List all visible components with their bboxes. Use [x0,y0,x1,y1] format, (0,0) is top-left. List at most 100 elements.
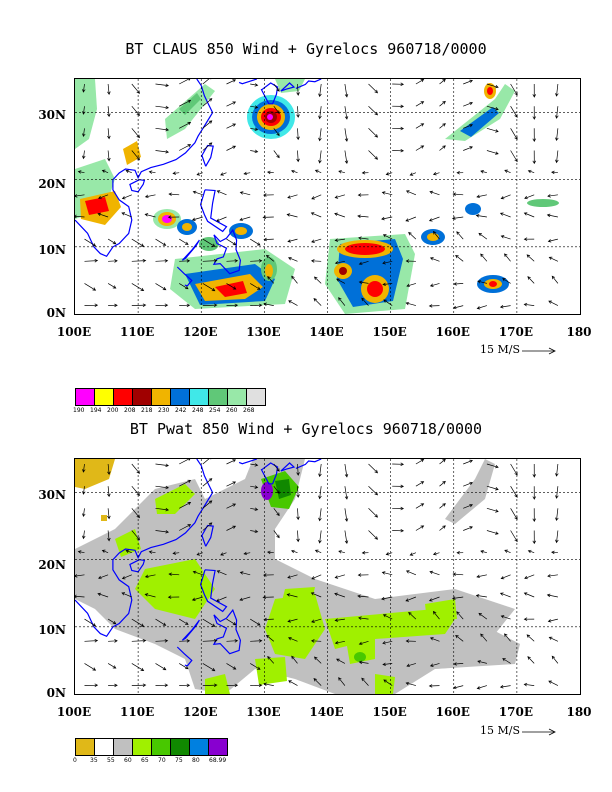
wind-vector-arrow [226,639,239,643]
wind-vector-arrow [226,303,239,308]
wind-vector-arrow [334,212,346,218]
wind-vector-arrow [273,105,280,114]
wind-vector-arrow [451,216,464,220]
wind-vector-arrow [486,150,499,155]
wind-vector-arrow [392,462,405,467]
colorbar-swatch [94,738,114,756]
wind-vector-arrow [131,105,140,116]
wind-vector-arrow [288,300,298,306]
x-axis-tick-label: 180 [566,325,592,339]
wind-vector-arrow [456,611,464,620]
x-axis-tick-label: 150E [372,705,407,719]
wind-vector-arrow [510,83,518,96]
wind-vector-arrow [155,259,169,263]
wind-vector-arrow [429,637,440,642]
wind-vector-arrow [526,254,535,262]
wind-vector-arrow [296,128,300,141]
wind-vector-arrow [439,480,446,487]
wind-vector-arrow [318,463,322,478]
wind-vector-arrow [344,83,349,98]
wind-vector-arrow [273,485,280,494]
wind-vector-arrow [202,478,213,487]
wind-vector-arrow [382,234,393,240]
wind-vector-arrow [101,169,109,174]
wind-vector-arrow [523,592,535,598]
wind-vector-arrow [273,83,280,92]
wind-vector-arrow [263,573,274,577]
wind-vector-arrow [361,677,369,686]
wind-vector-arrow [510,128,518,140]
colorbar-label: 65 [141,757,149,764]
wind-vector-arrow [383,299,393,306]
wind-vector-arrow [415,525,425,531]
wind-vector-arrow [455,634,464,642]
wind-vector-arrow [250,283,261,290]
wind-vector-arrow [202,459,212,465]
wind-vector-arrow [358,660,369,665]
wind-vector-arrow [97,212,109,218]
x-axis-tick-label: 150E [372,325,407,339]
coastline-segment [75,79,214,258]
wind-vector-arrow [226,145,237,151]
wind-vector-arrow [475,594,487,598]
p2-ylab-0n: 0N [46,686,66,700]
wind-vector-arrow [311,574,322,580]
wind-vector-arrow [334,574,346,579]
wind-vector-arrow [551,655,559,664]
wind-vector-arrow [131,283,145,291]
panel1-map [74,78,581,315]
wind-vector-arrow [226,663,237,670]
wind-vector-arrow [456,231,464,240]
wind-vector-arrow [75,214,85,219]
wind-vector-arrow [510,530,518,543]
wind-vector-arrow [455,254,464,262]
wind-vector-arrow [510,106,518,118]
colorbar-swatch [208,388,228,406]
wind-vector-arrow [243,171,251,176]
wind-vector-arrow [532,150,537,165]
wind-vector-arrow [555,530,559,544]
coastline-layer [75,79,322,287]
wind-vector-arrow [286,593,298,598]
wind-vector-arrow [381,191,393,196]
wind-vector-arrow [84,663,97,671]
wind-vector-arrow [499,305,511,309]
wind-vector-arrow [250,639,263,643]
wind-vector-arrow [405,216,417,222]
wind-vector-arrow [314,169,322,174]
wind-vector-arrow [250,105,259,109]
wind-vector-arrow [338,550,345,554]
wind-vector-arrow [357,193,369,197]
colorbar-label: 242 [175,407,187,414]
wind-vector-arrow [476,305,488,310]
wind-vector-arrow [504,633,511,642]
wind-vector-arrow [523,302,535,307]
wind-vector-arrow [318,83,322,98]
wind-vector-arrow [179,259,191,263]
wind-vector-arrow [406,663,417,668]
wind-vector-arrow [131,303,147,307]
wind-vector-arrow [226,259,239,263]
coastline-segment [280,462,296,472]
wind-vector-arrow [202,303,218,307]
wind-vector-arrow [273,128,280,137]
wind-vector-arrow [296,106,300,118]
wind-vector-arrow [475,214,487,218]
wind-vector-arrow [250,683,263,688]
p1-ylab-0n: 0N [46,306,66,320]
wind-vector-arrow [75,594,85,599]
coastline-segment [260,82,279,105]
colorbar-swatch [170,738,190,756]
wind-vector-arrow [344,486,349,500]
colorbar-swatch [132,738,152,756]
coastline-segment [295,79,322,89]
colorbar-label: 194 [90,407,102,414]
wind-vector-arrow [415,503,425,509]
x-axis-tick-label: 170E [498,325,533,339]
wind-vector-arrow [107,663,117,669]
wind-vector-arrow [381,216,393,221]
wind-vector-arrow [155,105,170,110]
colorbar-swatch [94,388,114,406]
wind-vector-arrow [107,463,111,476]
wind-vector-arrow [155,683,169,688]
